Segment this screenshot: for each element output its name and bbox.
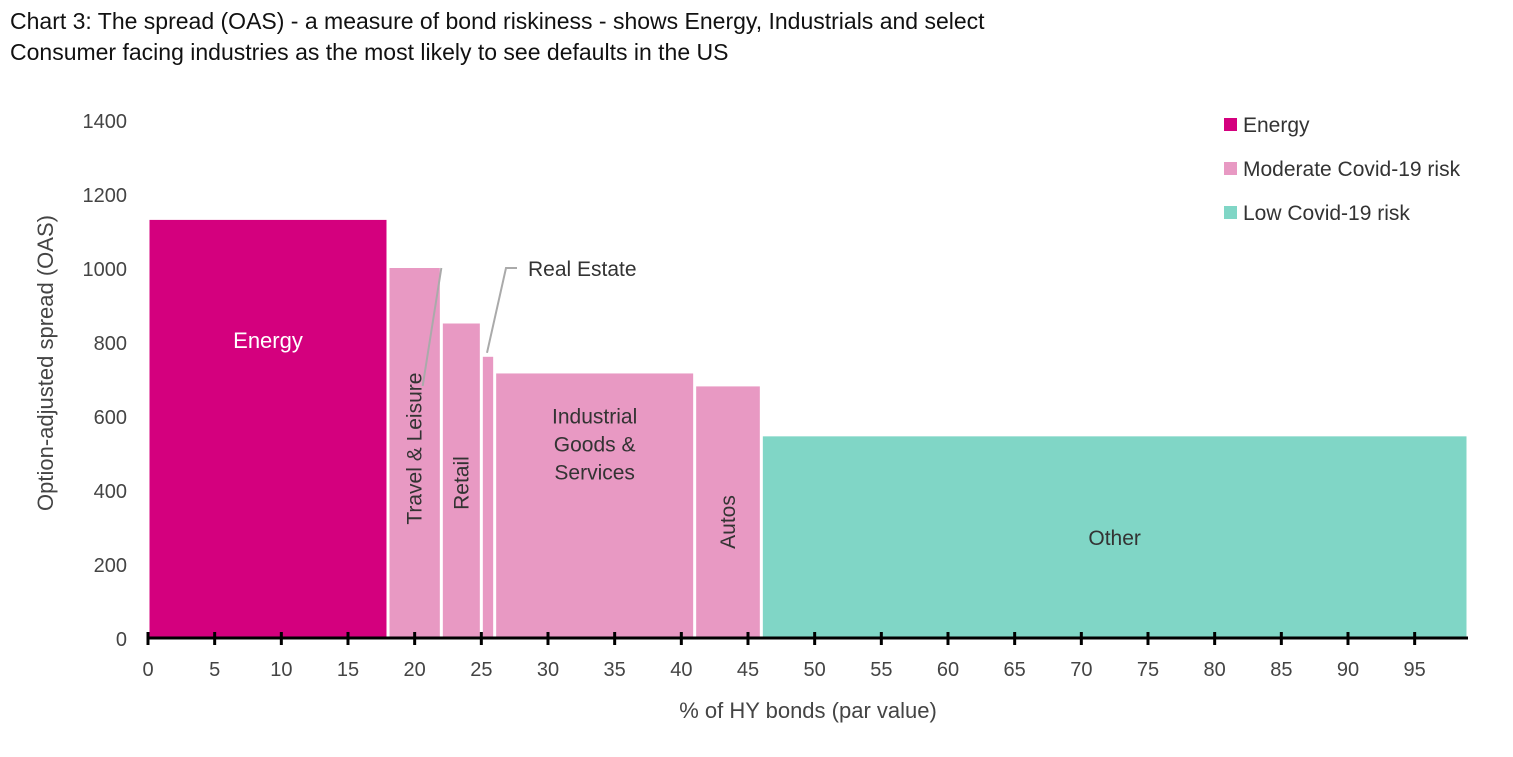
x-axis-title: % of HY bonds (par value) [679, 698, 937, 723]
legend-swatch-low-covid-19-risk [1224, 206, 1237, 219]
bar-label-retail: Retail [450, 456, 473, 510]
bar-other [762, 436, 1467, 638]
bar-labels-group: Energy Travel & Leisure Retail Real Estate I… [233, 258, 1141, 550]
chart-title-line-1: Chart 3: The spread (OAS) - a measure of… [10, 8, 985, 34]
x-tick-label-85: 85 [1270, 659, 1292, 681]
chart-title-line-2: Consumer facing industries as the most l… [10, 39, 729, 65]
bar-label-autos: Autos [717, 495, 740, 549]
x-tick-label-60: 60 [937, 659, 959, 681]
legend-swatch-energy [1224, 118, 1237, 131]
x-tick-label-45: 45 [737, 659, 759, 681]
bar-label-other: Other [1088, 527, 1141, 550]
x-tick-label-80: 80 [1204, 659, 1226, 681]
bar-label-real-estate: Real Estate [528, 258, 637, 281]
real-estate-leader-line [486, 267, 517, 354]
x-tick-label-90: 90 [1337, 659, 1359, 681]
x-tick-label-20: 20 [404, 659, 426, 681]
bar-label-industrial-goods-and-services: Industrial Goods & Services [552, 405, 637, 484]
bars-group [149, 219, 1467, 638]
legend-swatch-moderate-covid-19-risk [1224, 162, 1237, 175]
bar-energy [149, 219, 387, 638]
bar-real-estate [482, 356, 494, 638]
y-axis-title: Option-adjusted spread (OAS) [33, 215, 58, 511]
x-tick-label-10: 10 [270, 659, 292, 681]
x-tick-label-15: 15 [337, 659, 359, 681]
x-tick-label-25: 25 [470, 659, 492, 681]
bar-retail [442, 323, 480, 638]
x-tick-label-65: 65 [1004, 659, 1026, 681]
x-tick-label-50: 50 [804, 659, 826, 681]
y-tick-label-1200: 1200 [83, 185, 128, 207]
y-tick-label-1400: 1400 [83, 111, 128, 133]
bar-industrial-goods-and-services [496, 373, 694, 638]
legend-label-energy: Energy [1243, 114, 1310, 137]
x-tick-label-75: 75 [1137, 659, 1159, 681]
x-tick-label-5: 5 [209, 659, 220, 681]
bar-label-energy: Energy [233, 328, 303, 353]
x-tick-label-55: 55 [870, 659, 892, 681]
axes-group: 0 5 10 15 20 25 30 35 40 45 50 55 60 65 70 75 80 85 90 95 0 2… [83, 111, 1468, 681]
x-tick-label-0: 0 [142, 659, 153, 681]
x-tick-label-40: 40 [670, 659, 692, 681]
x-tick-label-30: 30 [537, 659, 559, 681]
legend-label-low-covid-19-risk: Low Covid-19 risk [1243, 202, 1410, 225]
x-tick-label-95: 95 [1404, 659, 1426, 681]
y-tick-label-800: 800 [94, 333, 127, 355]
legend-label-moderate-covid-19-risk: Moderate Covid-19 risk [1243, 158, 1461, 181]
bar-autos [696, 386, 760, 638]
y-tick-label-600: 600 [94, 407, 127, 429]
y-tick-label-0: 0 [116, 629, 127, 651]
bar-label-travel-and-leisure: Travel & Leisure [404, 373, 427, 525]
x-tick-label-35: 35 [604, 659, 626, 681]
legend: Energy Moderate Covid-19 risk Low Covid-19… [1224, 114, 1461, 225]
chart-title: Chart 3: The spread (OAS) - a measure of… [10, 6, 1490, 68]
travel-leisure-leader-line [421, 267, 443, 387]
y-tick-label-400: 400 [94, 481, 127, 503]
y-tick-label-200: 200 [94, 555, 127, 577]
y-tick-label-1000: 1000 [83, 259, 128, 281]
x-tick-label-70: 70 [1070, 659, 1092, 681]
